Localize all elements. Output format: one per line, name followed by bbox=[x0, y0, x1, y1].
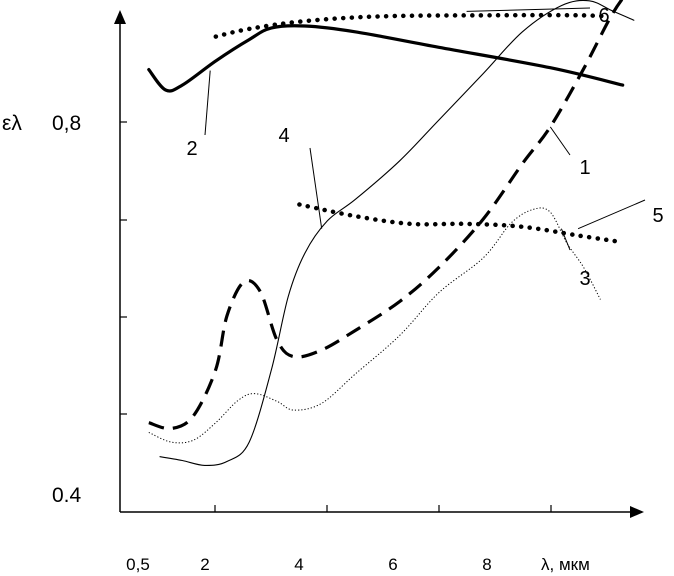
series-line-6 bbox=[148, 0, 624, 431]
plot-area bbox=[147, 0, 635, 466]
tick-labels: 0,5 2 4 6 8 λ, мкм 0.4 0,8 ελ bbox=[2, 112, 590, 574]
curve-label-3: 3 bbox=[579, 268, 590, 290]
leader-line-6 bbox=[466, 7, 591, 12]
curve-label-1: 1 bbox=[579, 157, 590, 179]
curve-label-2: 2 bbox=[186, 138, 197, 160]
series-line-2 bbox=[213, 12, 609, 39]
leader-line-5 bbox=[577, 199, 646, 230]
series-line-1 bbox=[147, 24, 625, 93]
x-tick-label: 4 bbox=[294, 555, 303, 574]
leader-line-2 bbox=[204, 70, 211, 136]
leader-line-1 bbox=[549, 126, 571, 156]
curve-labels: 1 2 3 4 5 6 bbox=[186, 5, 663, 290]
y-tick-label: 0,8 bbox=[52, 112, 81, 135]
leader-line-3 bbox=[560, 228, 571, 251]
series-line-3 bbox=[148, 207, 601, 444]
y-axis-ticks bbox=[120, 121, 127, 415]
x-tick-label: 8 bbox=[482, 555, 491, 574]
leader-line-4 bbox=[309, 147, 323, 229]
curve-label-6: 6 bbox=[598, 5, 609, 27]
y-tick-label: 0.4 bbox=[52, 484, 82, 507]
y-axis-label: ελ bbox=[2, 112, 22, 135]
curve-label-4: 4 bbox=[278, 125, 289, 147]
axes bbox=[114, 10, 644, 518]
series-line-4 bbox=[159, 0, 635, 466]
x-axis-ticks bbox=[214, 505, 552, 512]
curve-label-5: 5 bbox=[652, 205, 663, 227]
x-axis-label: λ, мкм bbox=[541, 555, 590, 574]
x-tick-label: 2 bbox=[200, 555, 209, 574]
x-tick-label: 6 bbox=[388, 555, 397, 574]
series-line-5 bbox=[297, 202, 625, 245]
x-tick-label: 0,5 bbox=[126, 555, 150, 574]
